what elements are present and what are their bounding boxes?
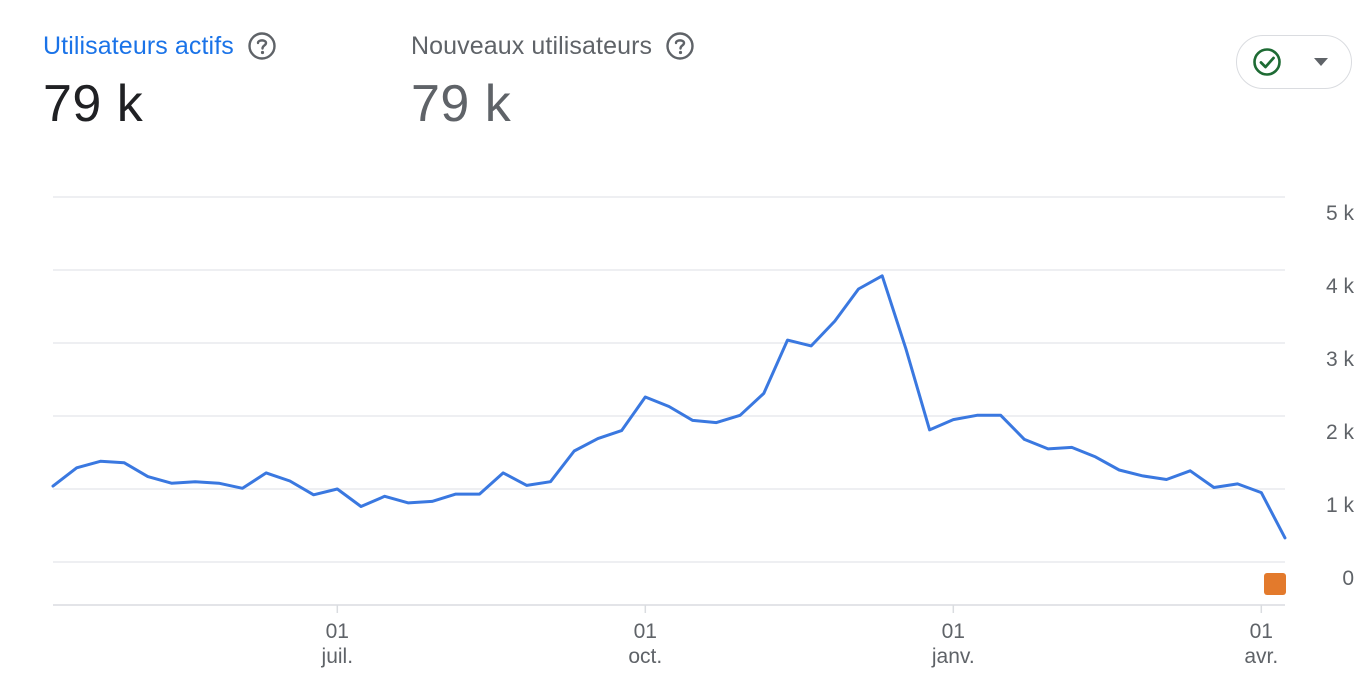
x-tick-day-label: 01 [634,620,657,643]
active-users-value: 79 k [43,75,144,133]
x-tick-month-label: avr. [1244,645,1278,668]
caret-down-icon [1314,58,1328,66]
x-tick-month-label: oct. [628,645,662,668]
x-tick-month-label: juil. [321,645,354,668]
y-tick-label: 5 k [1326,202,1355,225]
active-users-label[interactable]: Utilisateurs actifs [43,31,234,60]
active-users-metric[interactable]: Utilisateurs actifs 79 k [43,28,277,130]
x-tick-month-label: janv. [931,645,975,668]
compare-dropdown-button[interactable] [1236,35,1352,89]
y-tick-label: 1 k [1326,494,1355,517]
y-tick-label: 2 k [1326,421,1355,444]
help-circle-icon[interactable] [665,31,695,61]
y-tick-label: 3 k [1326,348,1355,371]
new-users-label[interactable]: Nouveaux utilisateurs [411,31,653,60]
y-tick-label: 0 [1342,567,1354,590]
help-circle-icon[interactable] [247,31,277,61]
incomplete-data-marker[interactable] [1264,573,1286,595]
y-tick-label: 4 k [1326,275,1355,298]
x-tick-day-label: 01 [326,620,349,643]
series-line [51,274,1287,540]
check-circle-icon [1253,48,1281,76]
x-tick-day-label: 01 [942,620,965,643]
x-tick-day-label: 01 [1250,620,1273,643]
new-users-value: 79 k [411,75,512,133]
new-users-metric[interactable]: Nouveaux utilisateurs 79 k [411,28,695,130]
